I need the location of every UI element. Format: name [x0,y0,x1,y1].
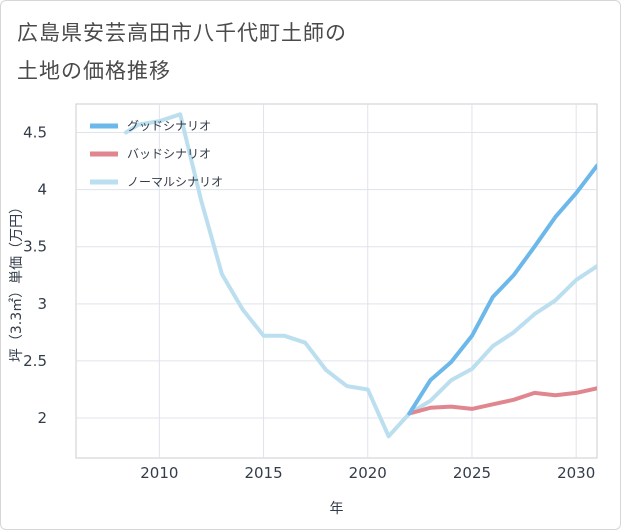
y-tick-label: 3.5 [23,238,47,256]
y-tick-label: 3 [37,295,47,313]
chart-title-line-2: 土地の価格推移 [17,59,171,83]
x-tick-label: 2015 [244,464,282,482]
y-tick-labels: 2 2.5 3 3.5 4 4.5 [23,124,47,427]
series-lines [124,112,597,439]
x-tick-label: 2030 [557,464,595,482]
x-tick-labels: 2010 2015 2020 2025 2030 [140,464,595,482]
x-tick-label: 2025 [453,464,491,482]
x-tick-label: 2020 [349,464,387,482]
chart-title-line-1: 広島県安芸高田市八千代町土師の [17,21,347,45]
x-tick-label: 2010 [140,464,178,482]
legend-label: グッドシナリオ [127,119,211,133]
y-tick-label: 4.5 [23,124,47,142]
y-tick-label: 4 [37,181,47,199]
gridlines [76,104,597,458]
legend-label: バッドシナリオ [127,147,211,161]
y-tick-label: 2 [37,409,47,427]
y-axis-label: 坪（3.3㎡）単価（万円） [9,200,25,362]
x-axis-label: 年 [330,501,344,517]
series-line-0 [407,163,597,416]
y-tick-label: 2.5 [23,352,47,370]
series-line-1 [407,386,597,416]
legend-label: ノーマルシナリオ [127,175,223,189]
series-line-2 [124,112,597,439]
